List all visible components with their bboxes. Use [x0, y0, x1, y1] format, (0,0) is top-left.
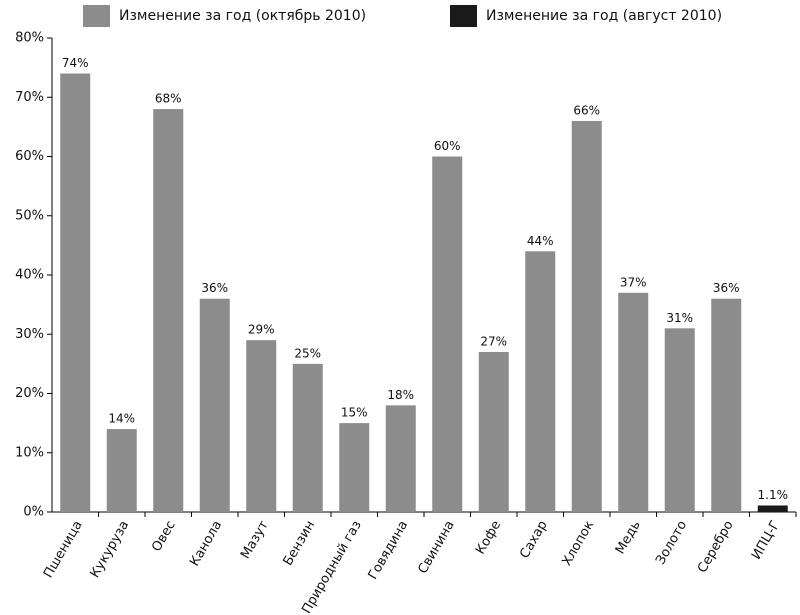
value-label: 36%: [713, 281, 740, 295]
value-label: 15%: [341, 406, 368, 420]
y-tick-label: 20%: [15, 386, 44, 401]
legend-swatch: [450, 5, 477, 27]
y-tick-label: 70%: [15, 90, 44, 105]
bar: [106, 429, 137, 512]
bar: [292, 363, 323, 512]
value-label: 25%: [294, 346, 321, 360]
y-tick-label: 60%: [15, 149, 44, 164]
value-label: 60%: [434, 139, 461, 153]
legend-swatch: [83, 5, 110, 27]
bar: [664, 328, 695, 512]
y-tick-label: 10%: [15, 445, 44, 460]
x-tick-label: Хлопок: [560, 518, 598, 568]
bar: [432, 156, 463, 512]
bar: [478, 352, 509, 512]
bar: [385, 405, 416, 512]
x-tick-label: Мазут: [238, 518, 272, 562]
legend-label: Изменение за год (август 2010): [486, 8, 722, 24]
bar: [153, 109, 184, 512]
value-label: 29%: [248, 323, 275, 337]
x-tick-label: Бензин: [281, 518, 319, 568]
x-tick-label: Свинина: [415, 518, 457, 576]
value-label: 18%: [387, 388, 414, 402]
x-tick-label: Сахар: [517, 518, 550, 561]
y-tick-label: 80%: [15, 31, 44, 46]
bar: [525, 251, 556, 513]
value-label: 14%: [108, 412, 135, 426]
y-tick-label: 30%: [15, 327, 44, 342]
bar: [339, 423, 370, 512]
bar: [618, 292, 649, 512]
y-tick-label: 50%: [15, 208, 44, 223]
value-label: 31%: [666, 311, 693, 325]
x-tick-label: Золото: [653, 518, 690, 567]
value-label: 44%: [527, 234, 554, 248]
x-tick-label: Канола: [187, 518, 225, 569]
x-tick-label: Овес: [149, 518, 179, 554]
bar: [60, 73, 91, 513]
value-label: 36%: [201, 281, 228, 295]
bar: [199, 298, 230, 512]
x-tick-label: Кофе: [473, 518, 504, 557]
bar: [757, 505, 788, 512]
value-label: 68%: [155, 92, 182, 106]
x-tick-label: Говядина: [366, 518, 412, 582]
value-label: 1.1%: [758, 488, 789, 502]
y-tick-label: 40%: [15, 268, 44, 283]
x-tick-label: Медь: [613, 518, 644, 557]
bar: [246, 340, 277, 512]
x-tick-label: Пшеница: [41, 518, 86, 580]
x-tick-label: Кукуруза: [88, 518, 133, 580]
legend-label: Изменение за год (октябрь 2010): [119, 8, 366, 24]
x-tick-label: Серебро: [695, 518, 737, 575]
value-label: 27%: [480, 335, 507, 349]
bar: [571, 120, 602, 512]
x-tick-label: ИПЦ-Г: [749, 518, 783, 562]
value-label: 74%: [62, 56, 89, 70]
value-label: 66%: [573, 103, 600, 117]
value-label: 37%: [620, 275, 647, 289]
y-tick-label: 0%: [23, 505, 44, 520]
bar: [711, 298, 742, 512]
